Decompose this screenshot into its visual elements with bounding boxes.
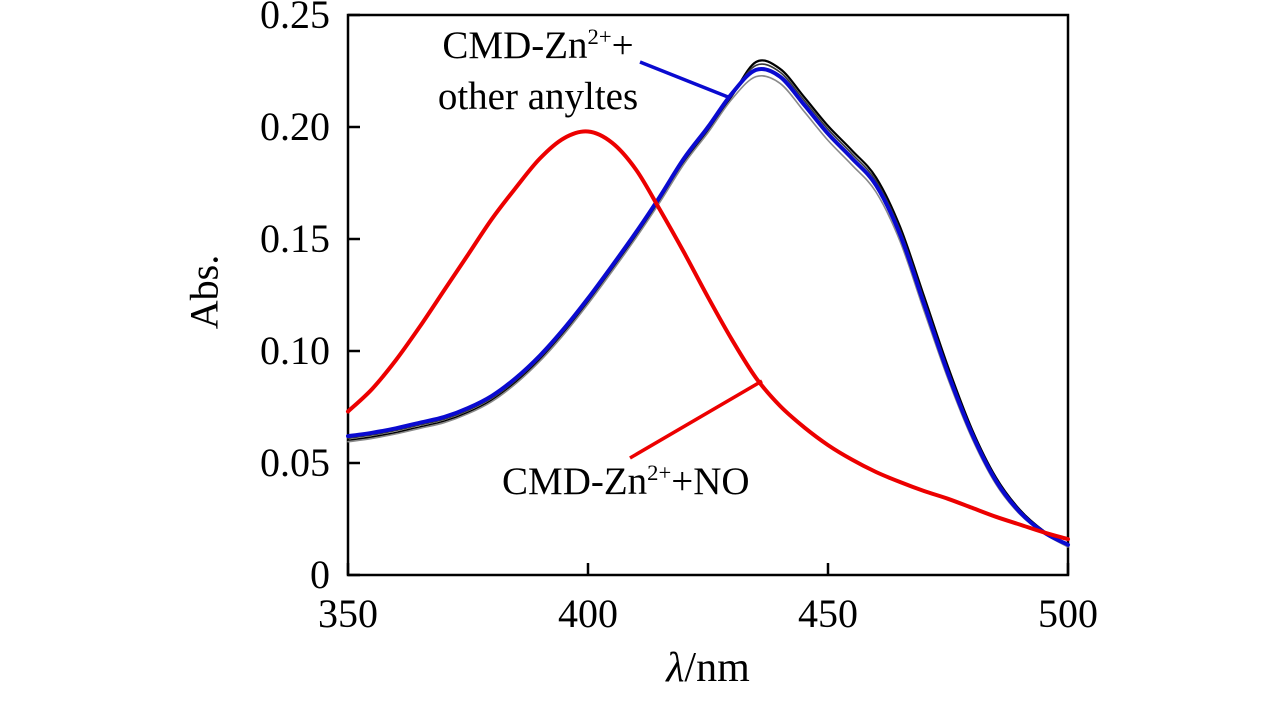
spectrum-other-analytes-blue [346, 66, 1070, 547]
x-tick-label-350: 350 [318, 591, 378, 636]
y-tick-label-0.05: 0.05 [260, 440, 330, 485]
y-tick-label-0.15: 0.15 [260, 216, 330, 261]
annotation-other-text: CMD-Zn [442, 24, 588, 67]
annotation-no-label: CMD-Zn2++NO [502, 459, 750, 504]
annotation-other-line2: other anyltes [437, 75, 639, 118]
annotation-no-suffix: +NO [671, 460, 750, 503]
annotation-other-analytes-label: CMD-Zn2++ other anyltes [380, 20, 696, 122]
x-axis-title-unit: /nm [684, 645, 750, 691]
plot-frame [346, 13, 1070, 577]
annotation-no-text: CMD-Zn [502, 460, 648, 503]
annotation-no-superscript: 2+ [647, 460, 672, 485]
annotation-other-superscript: 2+ [587, 24, 612, 49]
y-tick-label-0.20: 0.20 [260, 104, 330, 149]
annotation-line-no [629, 379, 763, 460]
annotation-other-plus: + [611, 24, 634, 67]
y-tick-label-0.25: 0.25 [260, 0, 330, 37]
x-tick-label-400: 400 [558, 591, 618, 636]
spectrum-no [346, 129, 1070, 542]
x-tick-label-500: 500 [1038, 591, 1098, 636]
x-tick-label-450: 450 [798, 591, 858, 636]
y-axis-title: Abs. [181, 254, 227, 330]
x-axis-title: λ/nm [666, 644, 750, 692]
y-tick-label-0: 0 [310, 552, 330, 597]
annotation-line-other-analytes [639, 60, 729, 99]
x-axis-title-lambda: λ [666, 645, 685, 691]
y-tick-label-0.10: 0.10 [260, 328, 330, 373]
